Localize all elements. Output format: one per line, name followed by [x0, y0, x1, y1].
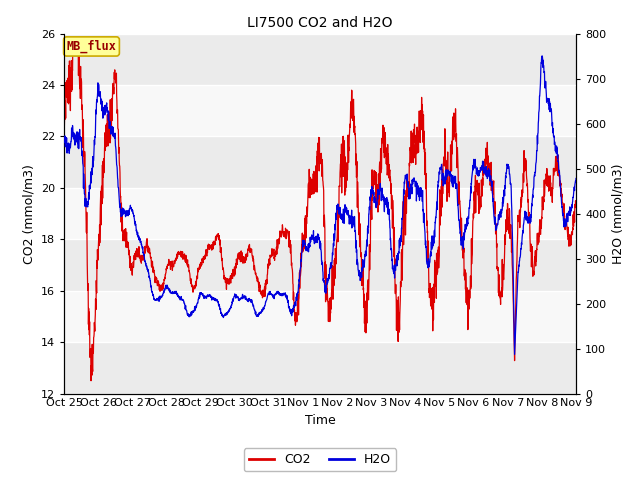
Bar	[64, 136, 576, 188]
Bar	[64, 85, 576, 136]
Bar	[64, 342, 576, 394]
Bar	[64, 188, 576, 240]
Title: LI7500 CO2 and H2O: LI7500 CO2 and H2O	[247, 16, 393, 30]
Legend: CO2, H2O: CO2, H2O	[244, 448, 396, 471]
Bar	[64, 34, 576, 85]
Bar	[64, 240, 576, 291]
Bar	[64, 291, 576, 342]
Y-axis label: CO2 (mmol/m3): CO2 (mmol/m3)	[22, 164, 35, 264]
X-axis label: Time: Time	[305, 414, 335, 427]
Y-axis label: H2O (mmol/m3): H2O (mmol/m3)	[612, 163, 625, 264]
Text: MB_flux: MB_flux	[67, 40, 116, 53]
